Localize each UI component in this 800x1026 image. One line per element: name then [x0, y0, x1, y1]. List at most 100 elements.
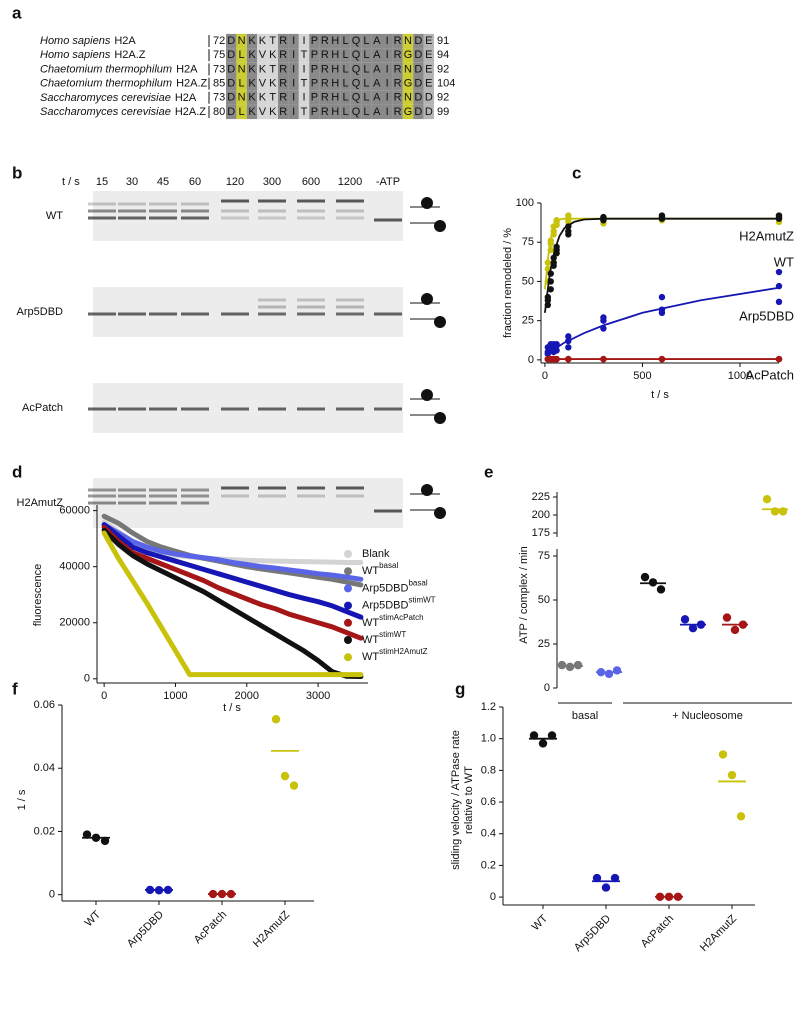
y-tick-label: 0 — [528, 354, 534, 366]
residue: Q — [352, 35, 361, 47]
residue-cell — [267, 62, 278, 77]
residue-cell — [392, 62, 403, 77]
residue: R — [394, 78, 402, 90]
residue: L — [343, 78, 349, 90]
time-label: t / s — [62, 176, 80, 188]
residue: K — [269, 49, 277, 61]
data-point — [100, 836, 110, 846]
residue-cell — [350, 33, 362, 49]
data-point — [600, 314, 607, 321]
y-tick-label: 1.0 — [481, 733, 496, 745]
residue-cell — [350, 104, 362, 120]
residue-cell — [423, 76, 434, 91]
x-tick-label: AcPatch — [192, 909, 229, 946]
residue: P — [311, 78, 318, 90]
gel-image — [93, 191, 403, 241]
residue-cell — [278, 90, 289, 105]
residue-cell — [392, 90, 403, 105]
residue: R — [394, 106, 402, 118]
data-point — [565, 212, 572, 219]
residue: L — [363, 92, 369, 104]
data-point — [658, 355, 666, 363]
residue-cell — [361, 104, 372, 120]
residue: D — [227, 78, 235, 90]
residue: I — [302, 92, 305, 104]
data-point — [553, 221, 560, 229]
nucleosome — [434, 507, 446, 519]
residue-cell — [267, 76, 278, 91]
data-point — [547, 246, 554, 254]
gel-band — [336, 494, 364, 498]
gel-band — [181, 209, 209, 213]
gel-band — [297, 199, 325, 203]
gel-band — [258, 486, 286, 490]
x-tick-label: AcPatch — [639, 913, 676, 950]
x-tick-label: H2AmutZ — [698, 913, 740, 955]
x-tick-label: H2AmutZ — [251, 909, 293, 951]
residue-cell — [413, 33, 424, 49]
residue: L — [363, 106, 369, 118]
y-tick-label: 0.2 — [481, 859, 496, 871]
gel-band — [88, 312, 116, 316]
panel-label: f — [12, 679, 18, 698]
data-point — [553, 217, 560, 224]
gel-band — [258, 312, 286, 316]
residue-cell — [309, 104, 320, 120]
residue-cell — [246, 48, 258, 63]
residue: T — [301, 49, 308, 61]
data-point — [762, 494, 772, 504]
data-point — [553, 243, 560, 251]
y-tick-label: 40000 — [59, 561, 90, 573]
gel-band — [258, 209, 286, 213]
residue: I — [292, 35, 295, 47]
residue: I — [302, 63, 305, 75]
legend-label: Arp5DBDstimWT — [362, 596, 436, 612]
residue-cell — [402, 76, 414, 91]
end-number: 92 — [437, 92, 449, 104]
residue-cell — [350, 90, 362, 105]
residue: D — [425, 92, 433, 104]
residue-cell — [288, 90, 299, 105]
residue-cell — [267, 33, 278, 49]
residue: N — [238, 63, 246, 75]
data-point — [775, 212, 783, 219]
residue: I — [386, 78, 389, 90]
residue-cell — [236, 90, 247, 105]
y-tick-label: 0 — [544, 682, 550, 694]
gel-band — [88, 494, 116, 498]
residue-cell — [361, 76, 372, 91]
residue-cell — [402, 90, 414, 105]
x-tick-label: 2000 — [235, 690, 259, 702]
panel-label: b — [12, 163, 22, 182]
residue-cell — [298, 48, 310, 63]
gel-band — [258, 199, 286, 203]
legend-sup: stimWT — [408, 596, 435, 605]
y-tick-label: 1.2 — [481, 701, 496, 713]
data-point — [604, 669, 614, 679]
residue: K — [269, 78, 277, 90]
species-name: Chaetomium thermophilum H2A.Z — [40, 78, 208, 90]
residue-cell — [298, 62, 310, 77]
gel-band — [118, 494, 146, 498]
residue-cell — [361, 48, 372, 63]
residue-cell — [330, 90, 341, 105]
residue: G — [404, 49, 413, 61]
residue-cell — [413, 48, 424, 63]
x-tick-label: Arp5DBD — [572, 913, 613, 954]
y-tick-label: 20000 — [59, 617, 90, 629]
gel-band — [336, 305, 364, 309]
residue: A — [373, 35, 381, 47]
group-label: basal — [572, 710, 598, 722]
residue: K — [248, 78, 256, 90]
gel-band — [374, 312, 402, 316]
legend-label: WTstimWT — [362, 630, 406, 646]
y-axis-label: relative to WT — [463, 766, 475, 834]
residue: R — [321, 106, 329, 118]
residue-cell — [340, 90, 351, 105]
gel-band — [88, 488, 116, 492]
residue-cell — [350, 76, 362, 91]
gel-band — [221, 209, 249, 213]
residue: K — [259, 92, 267, 104]
data-point — [154, 886, 164, 895]
residue-cell — [423, 48, 434, 63]
